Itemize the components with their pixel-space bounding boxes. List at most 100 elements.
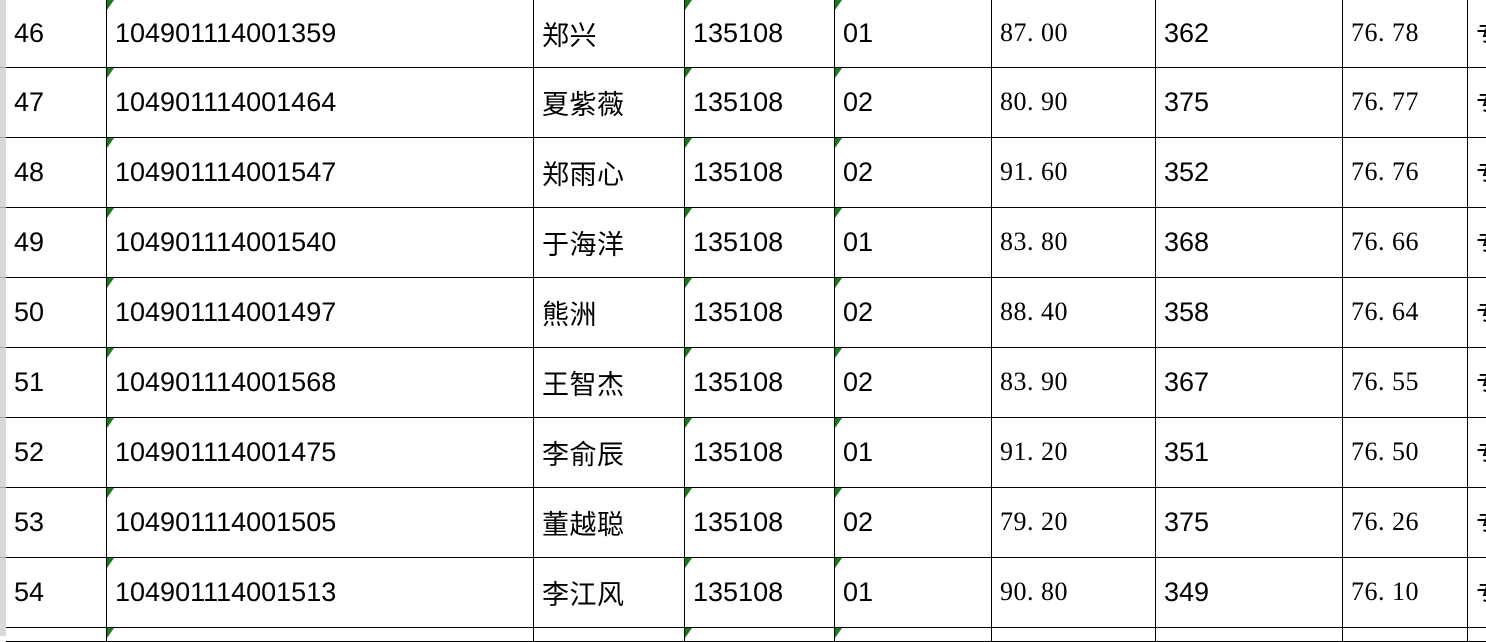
cell-major-code[interactable]: 135108 xyxy=(685,347,835,417)
cell-candidate-id[interactable]: 104901114001359 xyxy=(107,0,534,67)
cell-interview-score[interactable]: 88. 40 xyxy=(992,277,1156,347)
cell-final-score[interactable]: 76. 55 xyxy=(1343,347,1468,417)
cell-total-score[interactable]: 352 xyxy=(1156,137,1343,207)
cell-admission-status[interactable]: 专硕上线 xyxy=(1468,67,1486,137)
cell-admission-status[interactable]: 专硕上线 xyxy=(1468,487,1486,557)
cell-candidate-name[interactable]: 李俞辰 xyxy=(534,417,685,487)
cell-direction-code[interactable]: 01 xyxy=(835,0,992,67)
cell-final-score[interactable]: 76. 26 xyxy=(1343,487,1468,557)
cell-rank-number[interactable]: 51 xyxy=(6,347,107,417)
cell-admission-status[interactable]: 专硕上线 xyxy=(1468,557,1486,627)
cell-total-score[interactable]: 351 xyxy=(1156,417,1343,487)
cell-major-code[interactable]: 135108 xyxy=(685,557,835,627)
cell-rank-number[interactable]: 48 xyxy=(6,137,107,207)
cell-total-score-partial[interactable] xyxy=(1156,627,1343,641)
cell-major-code-partial[interactable] xyxy=(685,627,835,641)
cell-rank-number[interactable]: 53 xyxy=(6,487,107,557)
cell-major-code[interactable]: 135108 xyxy=(685,487,835,557)
cell-interview-score[interactable]: 91. 60 xyxy=(992,137,1156,207)
cell-rank-number[interactable]: 54 xyxy=(6,557,107,627)
table-row-partial[interactable] xyxy=(6,627,1486,641)
cell-major-code[interactable]: 135108 xyxy=(685,417,835,487)
cell-rank-number[interactable]: 47 xyxy=(6,67,107,137)
cell-interview-score[interactable]: 83. 90 xyxy=(992,347,1156,417)
cell-admission-status[interactable]: 专硕上线 xyxy=(1468,137,1486,207)
cell-candidate-name[interactable]: 王智杰 xyxy=(534,347,685,417)
cell-interview-score-partial[interactable] xyxy=(992,627,1156,641)
cell-candidate-id[interactable]: 104901114001513 xyxy=(107,557,534,627)
cell-admission-status[interactable]: 专硕上线 xyxy=(1468,417,1486,487)
cell-candidate-id[interactable]: 104901114001475 xyxy=(107,417,534,487)
cell-rank-number[interactable]: 52 xyxy=(6,417,107,487)
cell-candidate-id[interactable]: 104901114001547 xyxy=(107,137,534,207)
cell-candidate-name[interactable]: 李江风 xyxy=(534,557,685,627)
cell-rank-number[interactable]: 49 xyxy=(6,207,107,277)
cell-direction-code[interactable]: 02 xyxy=(835,67,992,137)
cell-candidate-id[interactable]: 104901114001497 xyxy=(107,277,534,347)
cell-direction-code[interactable]: 02 xyxy=(835,277,992,347)
cell-final-score[interactable]: 76. 10 xyxy=(1343,557,1468,627)
cell-final-score[interactable]: 76. 64 xyxy=(1343,277,1468,347)
cell-rank-number[interactable]: 46 xyxy=(6,0,107,67)
cell-admission-status[interactable]: 专硕上线 xyxy=(1468,0,1486,67)
cell-final-score[interactable]: 76. 66 xyxy=(1343,207,1468,277)
cell-final-score[interactable]: 76. 78 xyxy=(1343,0,1468,67)
cell-total-score[interactable]: 349 xyxy=(1156,557,1343,627)
cell-major-code[interactable]: 135108 xyxy=(685,67,835,137)
cell-admission-status[interactable]: 专硕上线 xyxy=(1468,347,1486,417)
cell-candidate-name[interactable]: 夏紫薇 xyxy=(534,67,685,137)
cell-interview-score[interactable]: 91. 20 xyxy=(992,417,1156,487)
cell-total-score[interactable]: 375 xyxy=(1156,67,1343,137)
cell-total-score[interactable]: 362 xyxy=(1156,0,1343,67)
cell-interview-score[interactable]: 87. 00 xyxy=(992,0,1156,67)
cell-rank-number[interactable]: 50 xyxy=(6,277,107,347)
cell-direction-code[interactable]: 02 xyxy=(835,347,992,417)
cell-candidate-id[interactable]: 104901114001505 xyxy=(107,487,534,557)
cell-candidate-name[interactable]: 董越聪 xyxy=(534,487,685,557)
cell-admission-status[interactable]: 专硕上线 xyxy=(1468,277,1486,347)
cell-rank-number-partial[interactable] xyxy=(6,627,107,641)
cell-direction-code-partial[interactable] xyxy=(835,627,992,641)
cell-interview-score[interactable]: 80. 90 xyxy=(992,67,1156,137)
cell-major-code[interactable]: 135108 xyxy=(685,207,835,277)
cell-final-score[interactable]: 76. 77 xyxy=(1343,67,1468,137)
cell-interview-score[interactable]: 83. 80 xyxy=(992,207,1156,277)
cell-candidate-name-partial[interactable] xyxy=(534,627,685,641)
cell-total-score[interactable]: 358 xyxy=(1156,277,1343,347)
cell-final-score[interactable]: 76. 50 xyxy=(1343,417,1468,487)
cell-candidate-id[interactable]: 104901114001568 xyxy=(107,347,534,417)
cell-candidate-id[interactable]: 104901114001464 xyxy=(107,67,534,137)
cell-major-code[interactable]: 135108 xyxy=(685,277,835,347)
cell-candidate-name[interactable]: 于海洋 xyxy=(534,207,685,277)
cell-final-score-partial[interactable] xyxy=(1343,627,1468,641)
cell-direction-code[interactable]: 01 xyxy=(835,417,992,487)
cell-total-score[interactable]: 375 xyxy=(1156,487,1343,557)
cell-direction-code[interactable]: 02 xyxy=(835,487,992,557)
cell-interview-score[interactable]: 90. 80 xyxy=(992,557,1156,627)
cell-total-score[interactable]: 368 xyxy=(1156,207,1343,277)
cell-final-score[interactable]: 76. 76 xyxy=(1343,137,1468,207)
cell-candidate-name[interactable]: 熊洲 xyxy=(534,277,685,347)
cell-candidate-id-partial[interactable] xyxy=(107,627,534,641)
cell-total-score[interactable]: 367 xyxy=(1156,347,1343,417)
cell-candidate-name[interactable]: 郑兴 xyxy=(534,0,685,67)
cell-direction-code[interactable]: 01 xyxy=(835,207,992,277)
cell-major-code[interactable]: 135108 xyxy=(685,137,835,207)
cell-direction-code[interactable]: 02 xyxy=(835,137,992,207)
cell-direction-code[interactable]: 01 xyxy=(835,557,992,627)
cell-major-code[interactable]: 135108 xyxy=(685,0,835,67)
cell-candidate-name[interactable]: 郑雨心 xyxy=(534,137,685,207)
cell-admission-status-partial[interactable] xyxy=(1468,627,1486,641)
cell-interview-score[interactable]: 79. 20 xyxy=(992,487,1156,557)
cell-candidate-id[interactable]: 104901114001540 xyxy=(107,207,534,277)
cell-admission-status[interactable]: 专硕上线 xyxy=(1468,207,1486,277)
